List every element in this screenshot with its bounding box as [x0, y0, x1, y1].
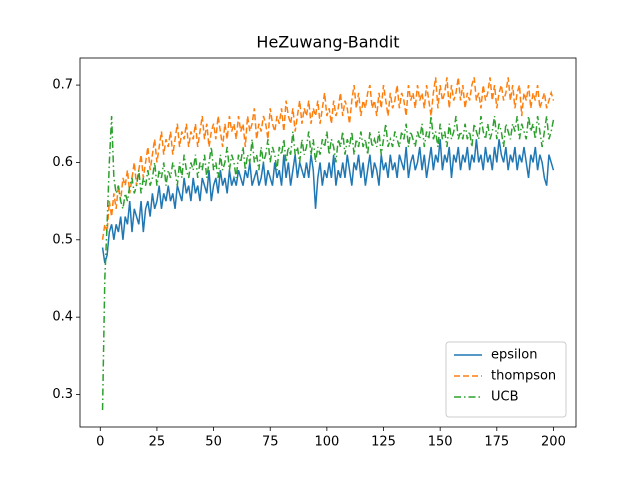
- x-tick-label: 100: [314, 435, 339, 450]
- y-tick-label: 0.5: [52, 232, 73, 247]
- y-tick-label: 0.4: [52, 310, 73, 325]
- series-line: [101, 77, 555, 240]
- x-tick-label: 0: [96, 435, 104, 450]
- series-line: [101, 115, 555, 410]
- x-tick-label: 175: [484, 435, 509, 450]
- legend-label: thompson: [491, 369, 556, 384]
- legend-box: [445, 341, 567, 418]
- y-tick-label: 0.6: [52, 155, 73, 170]
- x-tick-label: 50: [205, 435, 222, 450]
- y-tick-label: 0.7: [52, 78, 73, 93]
- x-tick-label: 25: [149, 435, 166, 450]
- chart-title: HeZuwang-Bandit: [256, 33, 399, 52]
- y-tick-label: 0.3: [52, 387, 73, 402]
- x-tick-label: 200: [541, 435, 566, 450]
- x-tick-label: 75: [262, 435, 279, 450]
- legend-label: epsilon: [491, 348, 537, 363]
- x-tick-label: 150: [428, 435, 453, 450]
- legend-label: UCB: [491, 390, 519, 405]
- plot-frame: [79, 57, 577, 428]
- series-line: [101, 139, 555, 264]
- x-tick-label: 125: [371, 435, 396, 450]
